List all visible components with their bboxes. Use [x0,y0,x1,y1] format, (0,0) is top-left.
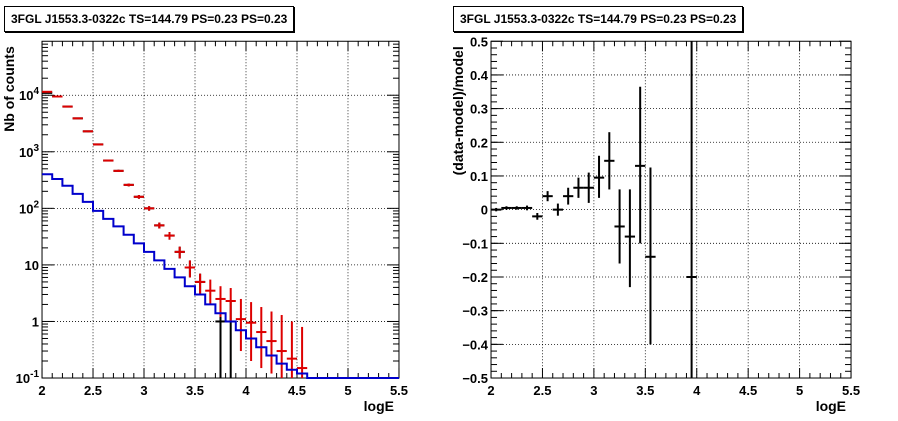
plot1-x-tick-label: 2.5 [84,383,102,398]
plot1-x-tick-label: 3 [140,383,147,398]
plot1-y-tick-label: 102 [19,199,39,216]
plot2-x-tick-label: 2 [487,383,494,398]
plot2-y-tick-label: −0.1 [462,236,488,251]
plot2-y-tick-label: −0.2 [462,270,488,285]
plot2-x-tick-label: 3.5 [636,383,654,398]
plot1-y-tick-label: 10 [25,258,39,273]
plot1-y-axis-label: Nb of counts [1,46,17,132]
plot1-y-tick-label: 10-1 [16,369,40,386]
plot2-y-tick-label: 0.5 [470,34,488,49]
plot2-x-axis-label: logE [816,398,846,414]
plot2-x-tick-label: 4.5 [739,383,757,398]
plot2-y-tick-label: 0 [481,203,488,218]
plot2-y-tick-label: 0.3 [470,102,488,117]
plot2-x-tick-label: 5 [796,383,803,398]
plot1-x-tick-label: 2 [38,383,45,398]
plot1-x-axis-label: logE [364,398,394,414]
plot2-y-axis-label: (data-model)/model [450,46,466,175]
left-plot-title-box: 3FGL J1553.3-0322c TS=144.79 PS=0.23 PS=… [4,6,295,32]
right-plot-title-box: 3FGL J1553.3-0322c TS=144.79 PS=0.23 PS=… [453,6,744,32]
plot1-x-tick-label: 5.5 [390,383,408,398]
plot1-model-step-line [42,173,399,379]
plot2-x-tick-label: 2.5 [533,383,551,398]
plot2-x-tick-label: 5.5 [842,383,860,398]
plot2-y-tick-label: 0.4 [470,68,489,83]
left-plot-title: 3FGL J1553.3-0322c TS=144.79 PS=0.23 PS=… [11,12,288,26]
plot2-y-tick-label: 0.1 [470,169,488,184]
plot2-y-tick-label: −0.3 [462,304,488,319]
plot1-y-tick-label: 1 [32,314,39,329]
plot2-y-tick-label: −0.4 [462,337,488,352]
plot1-x-tick-label: 4 [242,383,250,398]
plot1-x-tick-label: 4.5 [288,383,306,398]
plot1-y-tick-label: 104 [19,86,39,103]
plot1-y-tick-label: 103 [19,143,39,160]
plot2-y-tick-label: 0.2 [470,135,488,150]
right-plot-title: 3FGL J1553.3-0322c TS=144.79 PS=0.23 PS=… [460,12,737,26]
plot2-y-tick-label: −0.5 [462,371,488,386]
plot2-x-tick-label: 3 [590,383,597,398]
plot2-x-tick-label: 4 [693,383,701,398]
plot1-x-tick-label: 5 [344,383,351,398]
plot1-x-tick-label: 3.5 [186,383,204,398]
